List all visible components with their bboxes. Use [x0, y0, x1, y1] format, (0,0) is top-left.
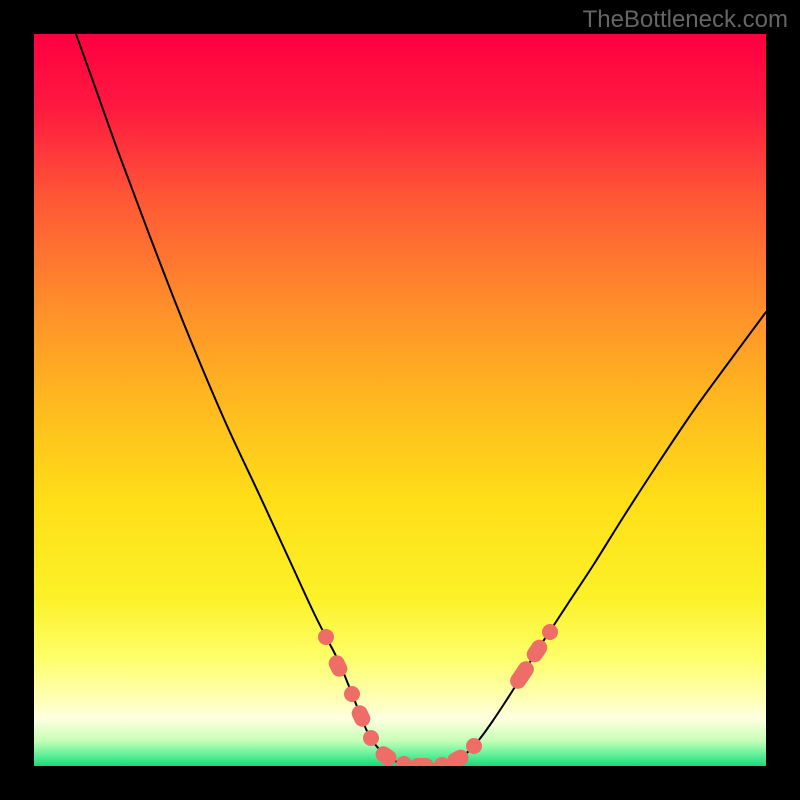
data-marker — [344, 686, 360, 702]
data-marker — [542, 624, 558, 640]
data-marker — [363, 730, 379, 746]
plot-svg — [34, 34, 766, 766]
plot-area — [34, 34, 766, 766]
watermark-text: TheBottleneck.com — [583, 6, 788, 34]
data-marker — [318, 629, 334, 645]
chart-container: TheBottleneck.com — [0, 0, 800, 800]
data-marker — [466, 738, 482, 754]
gradient-background — [34, 34, 766, 766]
